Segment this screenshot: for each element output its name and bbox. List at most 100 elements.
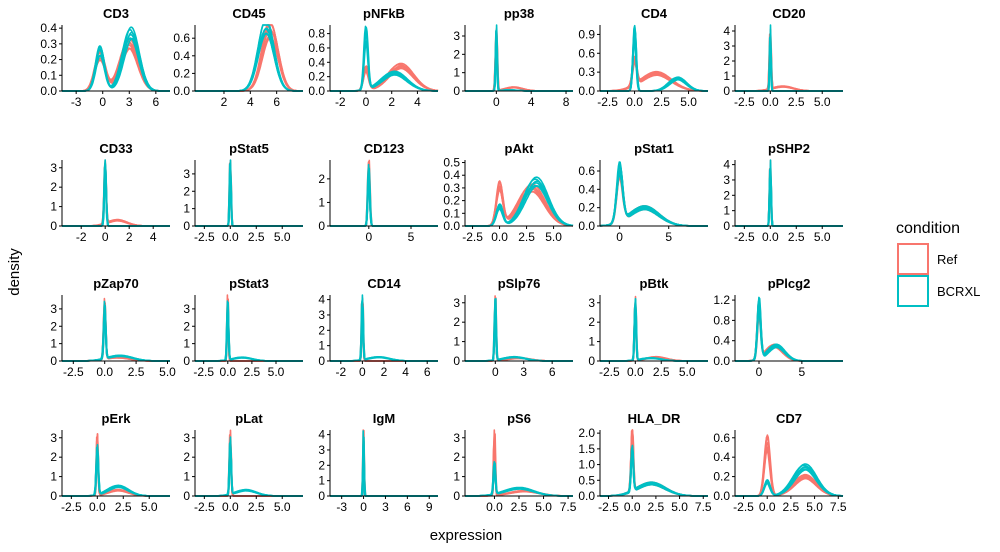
density-curve-ref-1 [330,161,438,227]
y-tick-label: 2 [588,315,595,329]
x-tick-label: 2.5 [653,95,670,109]
legend-key-bcrxl [897,275,929,307]
x-tick-label: -2.5 [61,500,82,514]
density-curve-ref-5 [330,309,438,362]
x-tick-label: 2.5 [783,500,800,514]
y-tick-label: 0 [183,219,190,233]
density-curve-ref-4 [195,24,303,92]
density-curve-bcrxl-6 [195,447,303,497]
density-curve-bcrxl-5 [195,440,303,497]
density-curve-ref-6 [330,298,438,362]
density-curve-bcrxl-4 [195,159,303,227]
x-tick-label: 5.0 [814,230,831,244]
density-curve-ref-4 [600,438,708,497]
y-tick-label: 0 [318,489,325,503]
y-tick-label: 1.0 [578,458,595,472]
density-curve-bcrxl-4 [330,440,438,497]
density-curve-ref-3 [735,308,843,362]
density-curve-bcrxl-5 [195,168,303,227]
x-tick-label: -2.5 [194,230,215,244]
density-curve-ref-5 [600,55,708,92]
density-curve-bcrxl-1 [62,170,170,227]
density-curve-bcrxl-6 [330,167,438,227]
x-tick-label: 0 [363,95,370,109]
x-tick-label: -2.5 [63,365,84,379]
y-tick-label: 0.5 [443,156,460,170]
x-tick-label: 0.0 [89,500,106,514]
density-curve-bcrxl-3 [735,167,843,227]
y-tick-label: 0.6 [173,31,190,45]
x-tick-label: -2 [335,365,346,379]
y-tick-label: 1 [453,470,460,484]
density-curve-bcrxl-3 [330,171,438,227]
y-tick-label: 3 [183,167,190,181]
density-curve-bcrxl-5 [62,31,170,92]
x-tick-label: 6 [404,500,411,514]
y-tick-label: 2 [318,172,325,186]
y-tick-label: 0.2 [308,70,325,84]
density-curve-ref-2 [62,297,170,362]
y-tick-label: 0.0 [443,219,460,233]
y-tick-label: 3 [318,308,325,322]
panel-pstat5: pStat5 0 1 2 3 -2.5 0.0 2.5 5.0 [183,141,303,244]
density-curve-ref-2 [600,305,708,362]
density-curve-bcrxl-2 [600,31,708,92]
density-curve-ref-2 [195,177,303,227]
density-curve-bcrxl-2 [465,41,573,92]
y-tick-label: 1.2 [713,293,730,307]
x-tick-label: 2.5 [518,230,535,244]
y-tick-label: 0.0 [713,354,730,368]
density-curve-bcrxl-2 [600,455,708,497]
y-tick-label: 0.2 [578,201,595,215]
y-tick-label: 1 [50,200,57,214]
density-curve-ref-5 [330,175,438,227]
density-curve-ref-4 [600,310,708,362]
density-curve-bcrxl-2 [600,312,708,362]
x-tick-label: -2.5 [597,95,618,109]
density-curve-bcrxl-3 [465,299,573,362]
density-curve-bcrxl-6 [735,170,843,227]
panel-perk: pErk 0 1 2 3 -2.5 0.0 2.5 5.0 [50,411,170,514]
x-tick-label: 0.0 [759,500,776,514]
density-curve-ref-2 [735,300,843,362]
y-tick-label: 2 [723,54,730,68]
x-tick-label: -2.5 [734,95,755,109]
density-curve-ref-6 [62,309,170,362]
panel-title: pStat5 [229,141,269,156]
density-curve-bcrxl-3 [195,174,303,227]
density-curve-bcrxl-4 [600,38,708,92]
density-curve-ref-3 [465,28,573,92]
y-tick-label: 0 [453,489,460,503]
x-tick-label: 7.5 [560,500,577,514]
x-tick-label: 2 [126,230,133,244]
y-tick-label: 3 [588,296,595,310]
x-tick-label: -2.5 [462,230,483,244]
panel-title: CD3 [103,6,129,21]
y-tick-label: 4 [723,24,730,38]
density-curve-ref-4 [62,159,170,227]
density-curve-bcrxl-2 [330,443,438,497]
legend-title: condition [896,220,960,237]
density-curve-bcrxl-2 [195,171,303,227]
panel-title: pS6 [507,411,531,426]
panel-title: CD7 [776,411,802,426]
x-tick-label: 5.0 [535,500,552,514]
x-tick-label: 2 [381,365,388,379]
density-curve-ref-1 [465,301,573,362]
density-curve-bcrxl-6 [600,445,708,497]
x-tick-label: 4 [528,95,535,109]
x-tick-label: 0.0 [219,365,236,379]
panel-title: CD123 [364,141,404,156]
density-curve-ref-1 [600,310,708,362]
density-curve-ref-5 [62,167,170,227]
density-curve-bcrxl-5 [330,446,438,497]
density-curve-ref-4 [330,297,438,362]
panel-cd33: CD33 0 1 2 3 -2 0 2 4 [50,141,170,244]
x-tick-label: 0 [99,95,106,109]
y-tick-label: 2 [183,319,190,333]
panel-title: pAkt [505,141,535,156]
density-curve-bcrxl-4 [330,294,438,362]
x-tick-label: 0 [756,365,763,379]
